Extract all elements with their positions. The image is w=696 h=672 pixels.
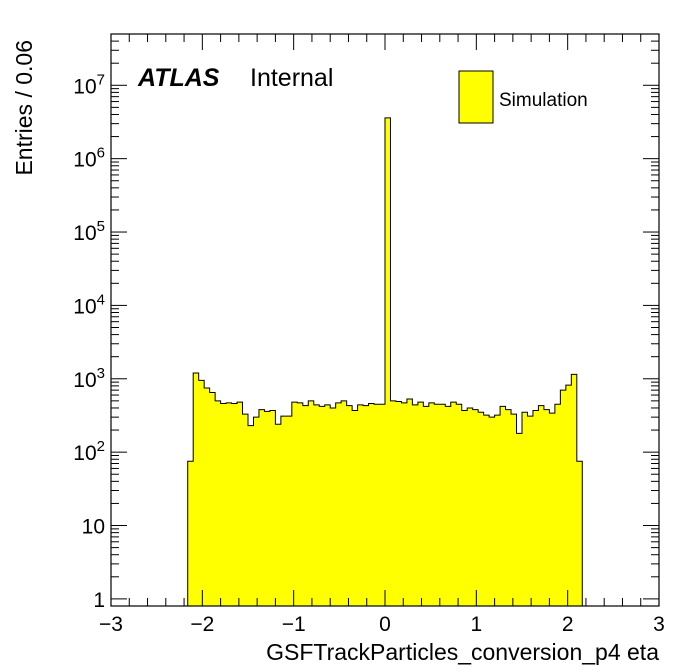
histogram-bin [494,415,501,606]
histogram-bin [198,380,205,606]
axis-ticks [110,33,660,606]
x-tick-label: −3 [99,613,123,636]
x-tick-label: 1 [470,613,482,636]
histogram-bin [204,387,211,606]
y-axis-title: Entries / 0.06 [11,40,37,176]
histogram-bin [445,406,452,606]
histogram-bin [576,461,583,606]
histogram-bin [390,400,397,606]
histogram-bin [209,392,216,606]
histogram-bin [248,425,254,606]
histogram-bin [483,415,490,606]
histogram-bin [193,372,200,606]
atlas-label: ATLAS [137,64,220,92]
histogram-bin [226,402,232,606]
histogram-bin [511,414,517,606]
histogram-bin [565,385,572,606]
x-tick-label: −2 [190,613,214,636]
histogram-bin [505,409,512,606]
histogram-bin [269,410,276,606]
histogram-bin [341,400,348,606]
legend-swatch [458,70,494,124]
histogram-bin [297,402,304,606]
histogram-bin [489,417,495,606]
histogram-bin [237,402,243,606]
y-tick-label: 102 [73,438,105,465]
histogram-bin [500,406,506,606]
histogram-bin [532,410,539,606]
legend-label: Simulation [499,90,588,111]
histogram-bin [346,405,353,606]
histogram-bin [472,409,479,606]
x-tick-label: −1 [282,613,306,636]
histogram-bin [324,404,331,606]
histogram-bars [187,117,583,606]
histogram-bin [313,404,320,606]
histogram-bin [456,404,463,606]
y-tick-label: 106 [73,145,105,172]
histogram-bin [253,417,260,606]
histogram-bin [374,404,380,606]
x-tick-label: 0 [379,613,391,636]
histogram-bin [335,402,342,606]
histogram-bin [549,413,556,606]
y-tick-labels: 1 10 102 103 104 105 106 107 [73,71,105,612]
histogram-bin [352,410,358,606]
histogram-bin [461,410,468,606]
y-tick-label: 107 [73,71,105,98]
histogram-bin [242,414,249,606]
y-tick-label: 105 [73,218,105,245]
histogram-bin [286,416,293,606]
x-tick-labels: −3 −2 −1 0 1 2 3 [99,613,665,636]
histogram-bin [571,374,578,606]
histogram-bin [439,404,446,606]
histogram-bin [401,402,408,606]
histogram-bin [280,416,287,606]
histogram-bin [302,405,309,606]
histogram-bin [406,399,413,606]
histogram-bin [543,409,550,606]
histogram-bin [467,407,474,606]
histogram-bin [330,407,337,606]
histogram-bin [527,416,534,606]
histogram-bin [187,461,194,606]
histogram-bin [379,404,386,606]
histogram-bin [319,406,326,606]
y-tick-label: 10 [82,516,105,539]
histogram-bin [554,404,561,606]
histogram-outline [187,117,583,606]
histogram-bin [560,390,567,606]
histogram-bin [264,411,271,606]
y-tick-label: 103 [73,365,105,392]
histogram-bin [215,400,221,606]
histogram-bin [275,424,282,606]
histogram-bin [522,412,528,606]
histogram-bin [385,117,391,606]
histogram-bin [434,404,441,606]
histogram-bin [538,405,545,606]
histogram-bin [357,404,364,606]
histogram-bin [417,402,424,606]
histogram-bin [450,402,457,606]
y-tick-label: 1 [93,589,105,612]
histogram-bin [412,404,419,606]
x-tick-label: 3 [653,613,665,636]
histogram-bin [220,403,227,606]
x-tick-label: 2 [562,613,574,636]
internal-label: Internal [250,64,333,92]
histogram-bin [395,401,402,606]
y-tick-label: 104 [73,291,105,318]
histogram-bin [516,433,523,606]
histogram-bin [423,406,430,606]
histogram-bin [291,402,298,606]
histogram-bin [478,412,485,606]
histogram-bin [428,402,435,606]
histogram-bin [231,403,238,606]
x-axis-title: GSFTrackParticles_conversion_p4 eta [266,639,659,665]
histogram-bin [258,409,265,606]
histogram-bin [363,405,369,606]
histogram-bin [308,400,315,606]
histogram-bin [368,403,375,606]
